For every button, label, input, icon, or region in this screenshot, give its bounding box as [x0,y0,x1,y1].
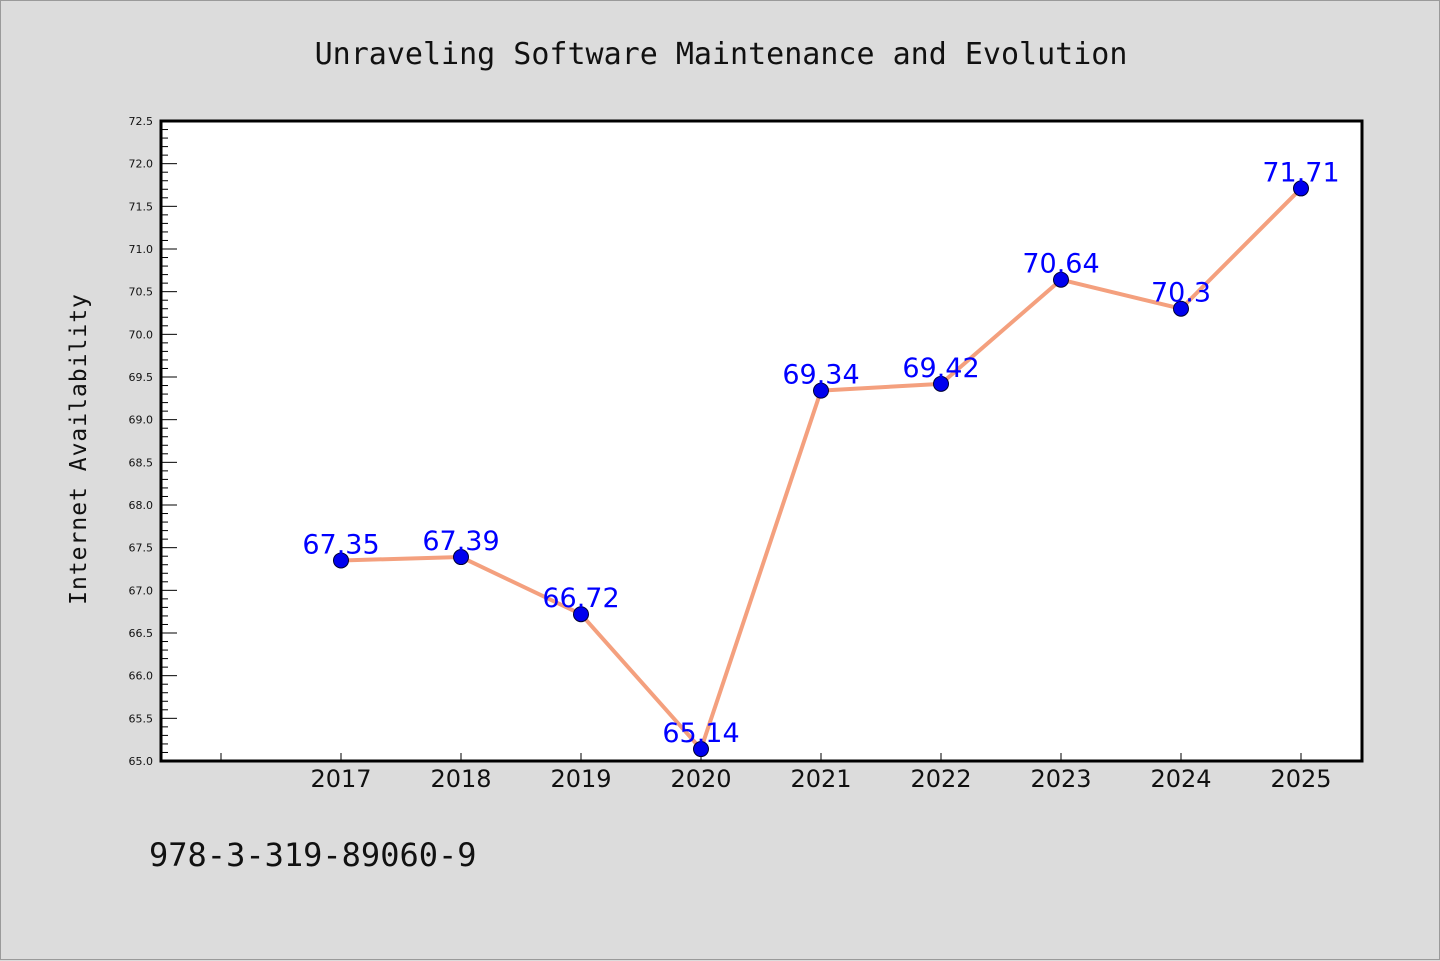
y-tick-label: 65.0 [129,755,154,768]
x-tick-label: 2024 [1150,765,1211,793]
y-tick-label: 65.5 [129,712,154,725]
y-tick-label: 67.0 [129,584,154,597]
x-tick-label: 2017 [310,765,371,793]
y-tick-label: 72.0 [129,158,154,171]
x-tick-label: 2022 [910,765,971,793]
data-label: 69.34 [782,360,859,391]
y-tick-label: 67.5 [129,542,154,555]
y-tick-labels: 65.0 65.5 66.0 66.5 67.0 67.5 68.0 68.5 69.0 69.5… [129,115,154,768]
data-label: 66.72 [542,583,619,614]
x-tick-label: 2019 [550,765,611,793]
y-tick-label: 66.0 [129,670,154,683]
isbn-footer: 978-3-319-89060-9 [149,836,477,874]
y-tick-label: 70.5 [129,286,154,299]
x-tick-labels: 2017 2018 2019 2020 2021 2022 2023 2024 2025 [310,765,1331,793]
data-point [813,382,829,399]
y-tick-label: 69.0 [129,414,154,427]
data-point [693,741,709,758]
data-point [933,375,949,392]
y-tick-label: 66.5 [129,627,154,640]
data-point [1173,300,1189,317]
data-label: 69.42 [902,353,979,384]
plot-area [161,121,1362,761]
chart-title: Unraveling Software Maintenance and Evol… [315,37,1128,72]
y-tick-label: 68.0 [129,499,154,512]
data-markers [333,180,1309,758]
data-label: 70.3 [1151,278,1211,309]
x-tick-label: 2020 [670,765,731,793]
data-label: 67.35 [302,529,379,560]
data-point [1053,271,1069,288]
y-axis-label: Internet Availability [66,293,92,605]
data-point [333,552,349,569]
data-point [573,606,589,623]
y-tick-label: 71.0 [129,243,154,256]
y-tick-label: 70.0 [129,328,154,341]
y-tick-label: 71.5 [129,200,154,213]
data-label: 71.71 [1262,157,1339,188]
x-tick-label: 2021 [790,765,851,793]
x-tick-label: 2023 [1030,765,1091,793]
plot-frame [159,119,1364,763]
data-label: 67.39 [422,526,499,557]
data-label: 65.14 [662,718,739,749]
y-tick-label: 68.5 [129,456,154,469]
data-label: 70.64 [1022,249,1099,280]
data-labels: 67.35 67.39 66.72 65.14 69.34 69.42 70.64 70.3 7… [302,157,1339,749]
y-tick-label: 72.5 [129,115,154,128]
data-point [1293,180,1309,197]
data-point [453,549,469,566]
y-tick-label: 69.5 [129,371,154,384]
x-tick-label: 2018 [430,765,491,793]
x-tick-label: 2025 [1270,765,1331,793]
